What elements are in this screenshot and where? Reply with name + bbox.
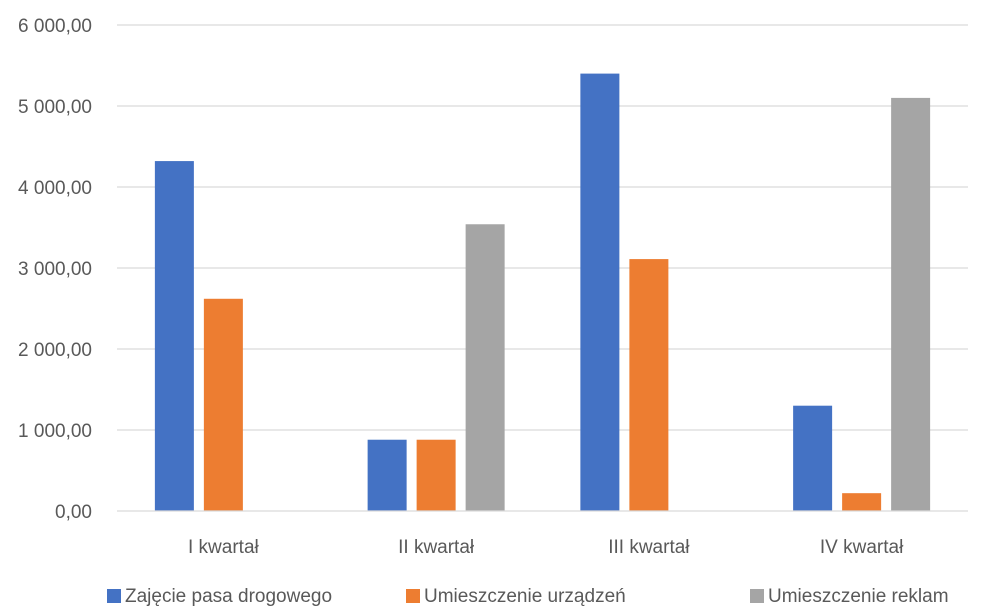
legend-swatch (107, 589, 121, 603)
bar (891, 97, 931, 512)
y-tick-label: 4 000,00 (18, 178, 92, 199)
bar (416, 439, 456, 511)
y-tick-label: 6 000,00 (18, 16, 92, 37)
y-tick-label: 5 000,00 (18, 97, 92, 118)
bar (154, 161, 194, 511)
bar (629, 259, 669, 511)
bar (203, 298, 243, 511)
x-tick-label: III kwartał (608, 537, 690, 558)
legend-label: Umieszczenie urządzeń (424, 586, 626, 606)
y-tick-label: 1 000,00 (18, 421, 92, 442)
bar (465, 224, 505, 511)
x-axis-tick-labels: I kwartał II kwartał III kwartał IV kwartał (188, 537, 904, 558)
y-axis-tick-labels: 0,00 1 000,00 2 000,00 3 000,00 4 000,00 5 00… (18, 16, 92, 523)
y-tick-label: 0,00 (55, 502, 92, 523)
legend-swatch (406, 589, 420, 603)
y-tick-label: 2 000,00 (18, 340, 92, 361)
bar (367, 439, 407, 511)
bar (793, 405, 833, 511)
x-tick-label: I kwartał (188, 537, 260, 558)
bars (154, 73, 931, 512)
legend-label: Umieszczenie reklam (768, 586, 949, 606)
legend-swatch (750, 589, 764, 603)
legend-label: Zajęcie pasa drogowego (125, 586, 332, 606)
bar (580, 73, 620, 511)
legend: Zajęcie pasa drogowego Umieszczenie urząd… (107, 586, 949, 606)
gridlines (117, 24, 968, 431)
x-tick-label: IV kwartał (820, 537, 904, 558)
x-tick-label: II kwartał (398, 537, 475, 558)
y-tick-label: 3 000,00 (18, 259, 92, 280)
bar (842, 493, 882, 511)
